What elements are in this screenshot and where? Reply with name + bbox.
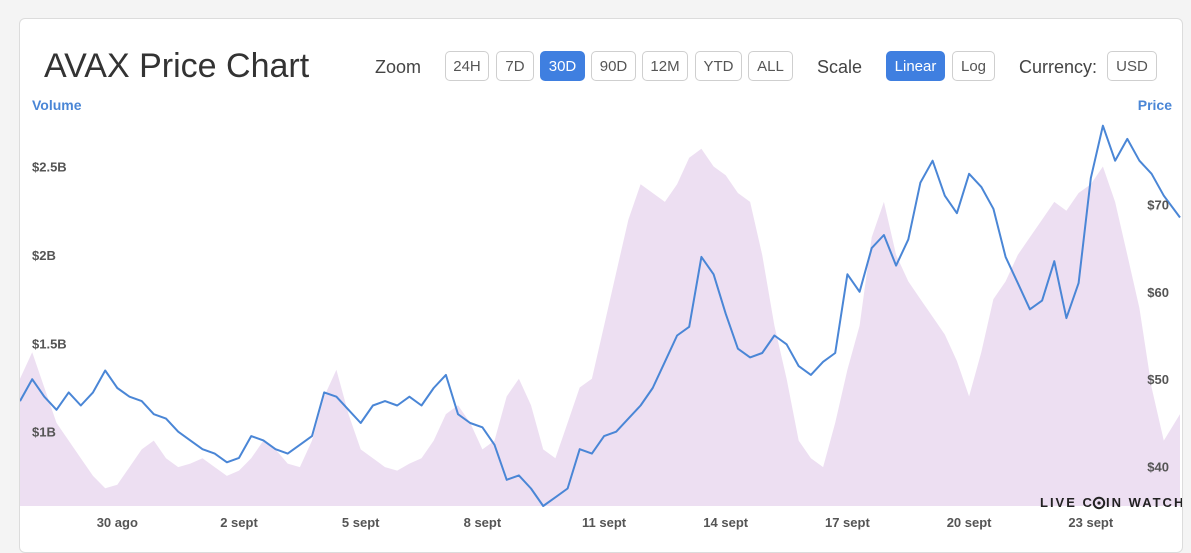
x-tick-label: 20 sept xyxy=(947,515,992,530)
x-tick-label: 11 sept xyxy=(582,515,627,530)
x-tick-label: 5 sept xyxy=(342,515,380,530)
coin-logo-center xyxy=(1097,501,1101,505)
zoom-24h-button[interactable]: 24H xyxy=(445,51,489,81)
price-tick-label: $70 xyxy=(1147,197,1169,212)
chart-card: AVAX Price Chart Zoom 24H 7D 30D 90D 12M… xyxy=(19,18,1183,553)
x-tick-label: 8 sept xyxy=(464,515,502,530)
scale-label: Scale xyxy=(817,57,863,77)
price-axis-title: Price xyxy=(1137,97,1172,113)
currency-label: Currency: xyxy=(1019,57,1098,77)
volume-tick-label: $1.5B xyxy=(32,336,67,351)
price-volume-chart[interactable]: $1B $1.5B $2B $2.5B $40 $50 $60 $70 30 ago 2 sept… xyxy=(20,19,1182,552)
watermark-text: LIVE COIN WATCH xyxy=(1040,495,1182,510)
zoom-90d-button[interactable]: 90D xyxy=(591,51,636,81)
volume-area xyxy=(20,148,1180,507)
zoom-ytd-button[interactable]: YTD xyxy=(695,51,742,81)
x-tick-label: 2 sept xyxy=(220,515,258,530)
volume-tick-label: $2.5B xyxy=(32,160,67,175)
price-tick-label: $60 xyxy=(1147,285,1169,300)
zoom-7d-button[interactable]: 7D xyxy=(496,51,534,81)
scale-linear-button[interactable]: Linear xyxy=(886,51,945,81)
x-tick-label: 23 sept xyxy=(1068,515,1113,530)
zoom-30d-button[interactable]: 30D xyxy=(540,51,585,81)
chart-title: AVAX Price Chart xyxy=(44,47,310,85)
volume-axis-title: Volume xyxy=(32,97,82,113)
volume-tick-label: $2B xyxy=(32,248,56,263)
price-line xyxy=(20,124,1181,507)
currency-select[interactable]: USD xyxy=(1107,51,1157,81)
price-tick-label: $50 xyxy=(1147,372,1169,387)
x-tick-label: 30 ago xyxy=(97,515,138,530)
x-tick-label: 17 sept xyxy=(825,515,870,530)
price-tick-label: $40 xyxy=(1147,460,1169,475)
zoom-label: Zoom xyxy=(375,57,422,77)
x-tick-label: 14 sept xyxy=(703,515,748,530)
coin-logo-icon xyxy=(1092,496,1106,510)
scale-log-button[interactable]: Log xyxy=(952,51,995,81)
zoom-12m-button[interactable]: 12M xyxy=(642,51,688,81)
zoom-all-button[interactable]: ALL xyxy=(748,51,793,81)
volume-tick-label: $1B xyxy=(32,425,56,440)
